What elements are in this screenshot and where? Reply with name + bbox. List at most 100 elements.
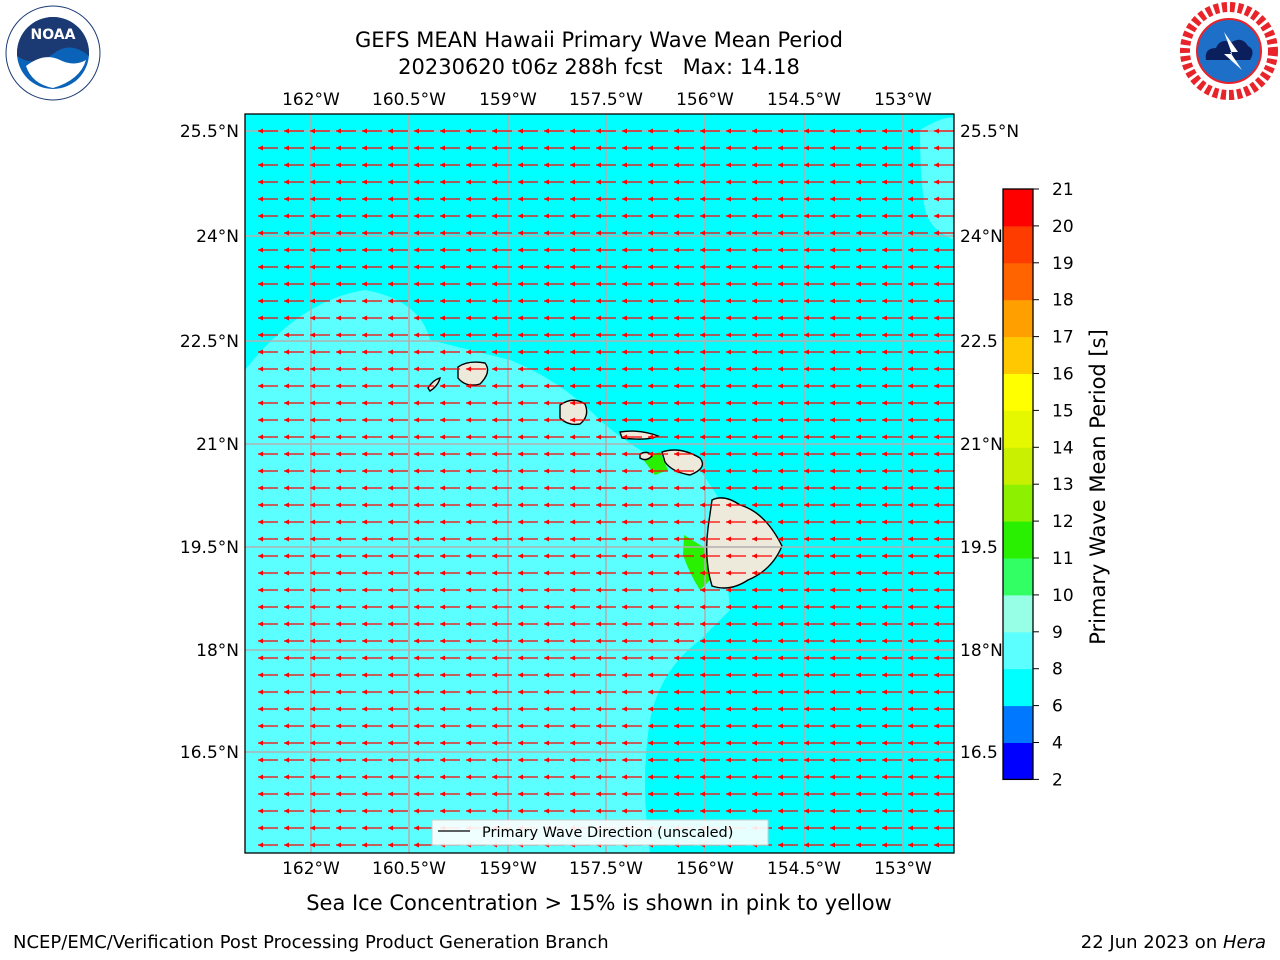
- wave-direction-arrow: [908, 672, 928, 678]
- wave-direction-arrow: [908, 655, 928, 661]
- wave-direction-arrow: [414, 570, 434, 576]
- wave-direction-arrow: [440, 791, 460, 797]
- wave-direction-arrow: [700, 587, 720, 593]
- wave-direction-arrow: [622, 757, 642, 763]
- wave-direction-arrow: [596, 417, 616, 423]
- wave-direction-arrow: [336, 196, 356, 202]
- wave-direction-arrow: [310, 468, 330, 474]
- wave-direction-arrow: [362, 315, 382, 321]
- colorbar-segment: [1003, 484, 1033, 522]
- wave-direction-arrow: [674, 264, 694, 270]
- wave-direction-arrow: [804, 621, 824, 627]
- wave-direction-arrow: [596, 468, 616, 474]
- wave-direction-arrow: [622, 536, 642, 542]
- wave-direction-arrow: [258, 247, 278, 253]
- wave-direction-arrow: [726, 706, 746, 712]
- wave-direction-arrow: [596, 281, 616, 287]
- wave-direction-arrow: [726, 791, 746, 797]
- wave-direction-arrow: [362, 468, 382, 474]
- wave-direction-arrow: [648, 791, 668, 797]
- wave-direction-arrow: [544, 468, 564, 474]
- wave-direction-arrow: [388, 128, 408, 134]
- wave-direction-arrow: [934, 621, 954, 627]
- noaa-logo-text: NOAA: [31, 27, 76, 43]
- wave-direction-arrow: [388, 468, 408, 474]
- wave-direction-arrow: [674, 638, 694, 644]
- wave-direction-arrow: [908, 706, 928, 712]
- wave-direction-arrow: [440, 315, 460, 321]
- wave-direction-arrow: [778, 468, 798, 474]
- wave-direction-arrow: [440, 553, 460, 559]
- wave-direction-arrow: [388, 825, 408, 831]
- wave-direction-arrow: [830, 825, 850, 831]
- wave-direction-arrow: [934, 553, 954, 559]
- wave-direction-arrow: [934, 264, 954, 270]
- wave-direction-arrow: [830, 230, 850, 236]
- wave-direction-arrow: [674, 604, 694, 610]
- wave-direction-arrow: [752, 689, 772, 695]
- wave-direction-arrow: [466, 417, 486, 423]
- wave-direction-arrow: [336, 485, 356, 491]
- wave-direction-arrow: [778, 485, 798, 491]
- wave-direction-arrow: [908, 519, 928, 525]
- wave-direction-arrow: [492, 757, 512, 763]
- colorbar: 2 4 6 8 9 10 11 12 13 14 15 16 17 18 19 20 21: [1002, 180, 1074, 790]
- wave-direction-arrow: [778, 332, 798, 338]
- wave-direction-arrow: [414, 349, 434, 355]
- wave-direction-arrow: [804, 825, 824, 831]
- wave-direction-arrow: [466, 808, 486, 814]
- wave-direction-arrow: [414, 757, 434, 763]
- wave-direction-arrow: [570, 468, 590, 474]
- wave-direction-arrow: [908, 604, 928, 610]
- wave-direction-arrow: [544, 366, 564, 372]
- wave-direction-arrow: [648, 672, 668, 678]
- wave-direction-arrow: [336, 162, 356, 168]
- period-green-zone: [683, 535, 710, 590]
- wave-direction-arrow: [726, 536, 746, 542]
- wave-direction-arrow: [596, 502, 616, 508]
- wave-direction-arrow: [388, 485, 408, 491]
- wave-direction-arrow: [544, 417, 564, 423]
- wave-direction-arrow: [310, 434, 330, 440]
- wave-direction-arrow: [414, 825, 434, 831]
- wave-direction-arrow: [440, 587, 460, 593]
- wave-direction-arrow: [648, 264, 668, 270]
- wave-direction-arrow: [284, 825, 304, 831]
- wave-direction-arrow: [414, 689, 434, 695]
- wave-direction-arrow: [830, 145, 850, 151]
- wave-direction-arrow: [908, 468, 928, 474]
- wave-direction-arrow: [492, 400, 512, 406]
- wave-direction-arrow: [570, 604, 590, 610]
- wave-direction-arrow: [830, 332, 850, 338]
- wave-direction-arrow: [258, 825, 278, 831]
- wave-direction-arrow: [570, 757, 590, 763]
- wave-direction-arrow: [596, 264, 616, 270]
- wave-direction-arrow: [596, 434, 616, 440]
- wave-direction-arrow: [622, 774, 642, 780]
- wave-direction-arrow: [466, 179, 486, 185]
- wave-direction-arrow: [934, 247, 954, 253]
- wave-direction-arrow: [726, 638, 746, 644]
- wave-direction-arrow: [414, 468, 434, 474]
- wave-direction-arrow: [674, 145, 694, 151]
- wave-direction-arrow: [258, 553, 278, 559]
- wave-direction-arrow: [336, 247, 356, 253]
- wave-direction-arrow: [882, 655, 902, 661]
- wave-direction-arrow: [388, 502, 408, 508]
- wave-direction-arrow: [362, 179, 382, 185]
- wave-direction-arrow: [284, 145, 304, 151]
- wave-direction-arrow: [882, 264, 902, 270]
- wave-direction-arrow: [674, 502, 694, 508]
- wave-direction-arrow: [882, 213, 902, 219]
- wave-direction-arrow: [414, 230, 434, 236]
- wave-direction-arrow: [830, 196, 850, 202]
- wave-direction-arrow: [310, 519, 330, 525]
- wave-direction-arrow: [310, 502, 330, 508]
- wave-direction-arrow: [440, 638, 460, 644]
- wave-direction-arrow: [570, 179, 590, 185]
- wave-direction-arrow: [778, 179, 798, 185]
- wave-direction-arrow: [284, 791, 304, 797]
- wave-direction-arrow: [700, 519, 720, 525]
- wave-direction-arrow: [310, 587, 330, 593]
- wave-direction-arrow: [934, 587, 954, 593]
